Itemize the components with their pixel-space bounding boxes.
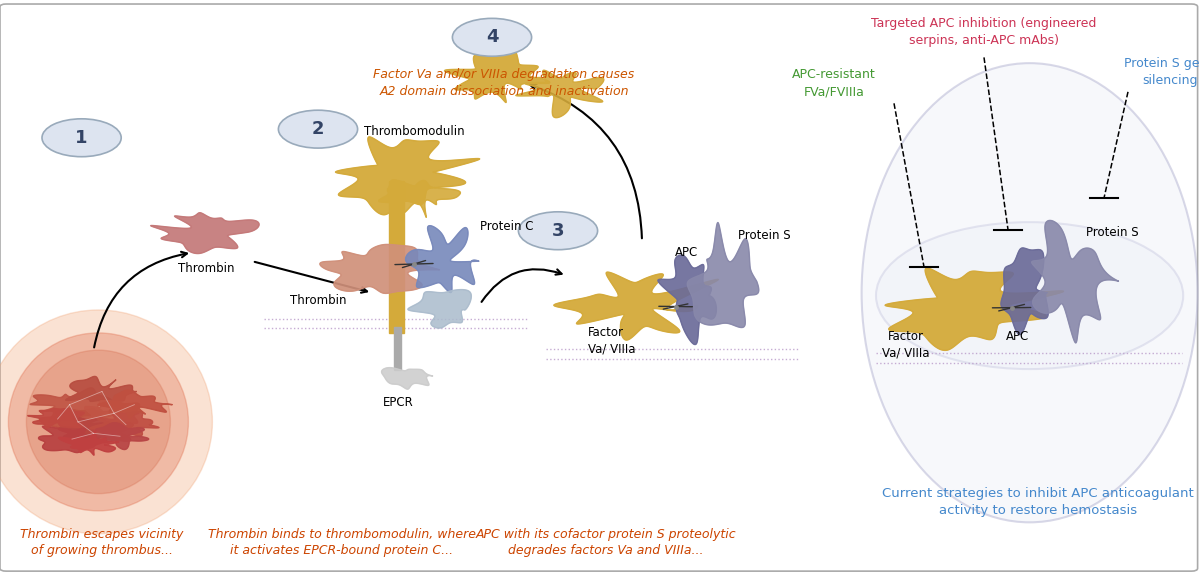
Polygon shape (59, 417, 133, 447)
Circle shape (876, 222, 1183, 369)
Polygon shape (379, 180, 461, 218)
FancyBboxPatch shape (0, 4, 1198, 571)
Polygon shape (85, 401, 139, 426)
Text: 4: 4 (486, 28, 498, 46)
Text: Targeted APC inhibition (engineered
serpins, anti-APC mAbs): Targeted APC inhibition (engineered serp… (871, 17, 1097, 46)
Circle shape (278, 110, 358, 148)
Polygon shape (1001, 248, 1049, 335)
Polygon shape (28, 408, 84, 428)
Polygon shape (886, 268, 1063, 350)
Polygon shape (151, 213, 259, 254)
Polygon shape (40, 409, 125, 436)
Ellipse shape (26, 350, 170, 494)
Polygon shape (444, 44, 550, 103)
Polygon shape (1032, 220, 1118, 343)
Text: APC: APC (674, 246, 698, 259)
Circle shape (452, 18, 532, 56)
Text: APC with its cofactor protein S proteolytic
degrades factors Va and VIIIa...: APC with its cofactor protein S proteoly… (475, 528, 737, 557)
Text: Factor
Va/ VIIIa: Factor Va/ VIIIa (882, 330, 930, 359)
Bar (389, 181, 404, 333)
Bar (394, 327, 401, 370)
Polygon shape (382, 367, 433, 389)
Polygon shape (408, 290, 472, 328)
Polygon shape (59, 431, 119, 455)
Text: Protein S gene
silencing: Protein S gene silencing (1124, 57, 1200, 87)
Text: APC: APC (1006, 330, 1030, 343)
Ellipse shape (0, 310, 212, 534)
Text: Protein S: Protein S (738, 229, 791, 242)
Polygon shape (658, 255, 716, 344)
Text: EPCR: EPCR (383, 396, 414, 409)
Polygon shape (38, 426, 103, 452)
Text: Current strategies to inhibit APC anticoagulant
activity to restore hemostasis: Current strategies to inhibit APC antico… (882, 487, 1194, 517)
Text: Thrombin binds to thrombomodulin, where
it activates EPCR-bound protein C...: Thrombin binds to thrombomodulin, where … (208, 528, 476, 557)
Text: Factor
Va/ VIIIa: Factor Va/ VIIIa (588, 326, 636, 355)
Text: APC-resistant
FVa/FVIIIa: APC-resistant FVa/FVIIIa (792, 68, 876, 98)
Text: Thrombin: Thrombin (178, 262, 235, 276)
Text: Factor Va and/or VIIIa degradation causes
A2 domain dissociation and inactivatio: Factor Va and/or VIIIa degradation cause… (373, 68, 635, 98)
Circle shape (42, 119, 121, 157)
Circle shape (518, 212, 598, 250)
Polygon shape (336, 137, 480, 215)
Ellipse shape (8, 333, 188, 511)
Ellipse shape (862, 63, 1198, 522)
Text: 1: 1 (76, 129, 88, 147)
Text: Thrombomodulin: Thrombomodulin (364, 125, 464, 138)
Polygon shape (554, 272, 719, 340)
Polygon shape (90, 411, 158, 440)
Text: Thrombin escapes vicinity
of growing thrombus...: Thrombin escapes vicinity of growing thr… (20, 528, 184, 557)
Text: 3: 3 (552, 222, 564, 240)
Polygon shape (30, 388, 112, 422)
Polygon shape (90, 423, 149, 449)
Text: 2: 2 (312, 120, 324, 138)
Text: Protein C: Protein C (480, 220, 534, 233)
Text: Thrombin: Thrombin (289, 294, 347, 307)
Polygon shape (320, 245, 439, 293)
Polygon shape (66, 377, 137, 401)
Polygon shape (98, 390, 173, 418)
Text: Protein S: Protein S (1086, 226, 1139, 239)
Polygon shape (406, 226, 479, 293)
Polygon shape (516, 70, 604, 118)
Polygon shape (688, 223, 758, 328)
